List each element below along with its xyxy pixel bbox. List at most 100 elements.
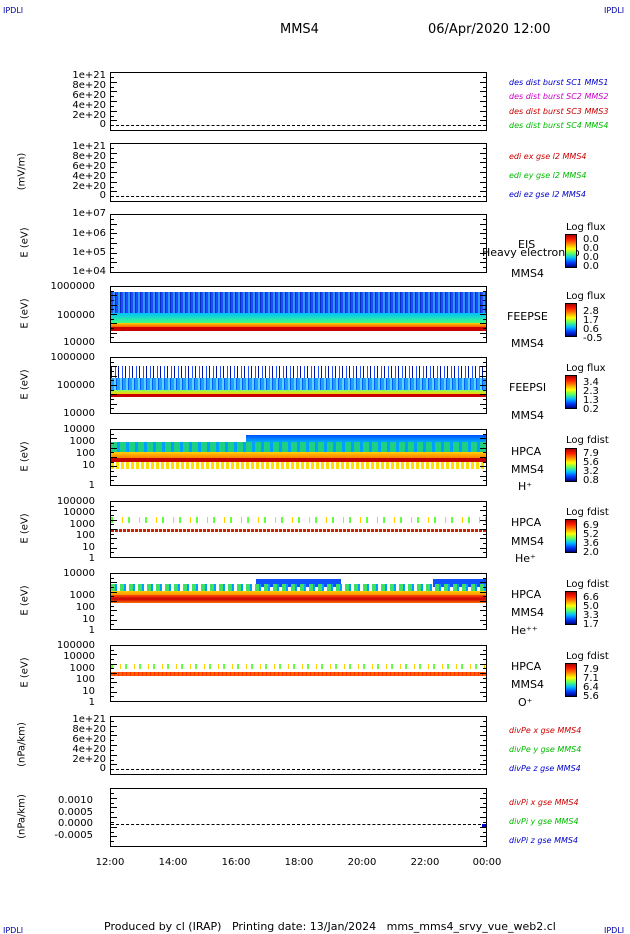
panel-feepsi-frame <box>110 357 487 414</box>
ytick-mark <box>480 745 487 746</box>
ytick-mark <box>483 177 487 178</box>
ytick-mark <box>110 750 114 751</box>
corner-label-top-left: IPDLI <box>3 6 24 15</box>
ytick-mark <box>110 272 117 273</box>
ytick-mark <box>110 323 117 324</box>
ytick-mark <box>483 291 487 292</box>
ytick: 2e+20 <box>72 754 106 765</box>
ytick-mark <box>110 357 117 358</box>
ytick-mark <box>110 82 117 83</box>
cbar-val: 7.1 <box>583 673 599 684</box>
ytick: 1000 <box>69 519 95 530</box>
ytick-mark <box>110 376 117 377</box>
ytick-mark <box>480 807 487 808</box>
ytick-mark <box>483 380 487 381</box>
ytick: 0 <box>99 190 106 201</box>
ytick: 1000 <box>69 590 95 601</box>
ytick-mark <box>483 687 487 688</box>
hpca-hepp-spectrogram-band <box>111 595 486 603</box>
ytick-mark <box>483 229 487 230</box>
ytick-mark <box>483 362 487 363</box>
panel-eis-frame <box>110 214 487 273</box>
ytick-mark <box>110 596 114 597</box>
hpca-hepp-spectrogram-blob1 <box>256 579 341 587</box>
ytick-mark <box>483 371 487 372</box>
ytick-mark <box>483 125 487 126</box>
ytick-mark <box>483 77 487 78</box>
feepse-spectrogram-mid <box>111 313 486 323</box>
ytick: 6e+20 <box>72 90 106 101</box>
divpi-plot <box>482 824 486 828</box>
hpca-he-spectrogram-band <box>111 529 486 532</box>
ytick: 4e+20 <box>72 100 106 111</box>
ytick-mark <box>110 755 117 756</box>
ytick: 1000000 <box>50 352 95 363</box>
ytick-mark <box>110 606 114 607</box>
ytick-mark <box>480 716 487 717</box>
ytick: 100 <box>75 674 95 685</box>
ytick-mark <box>110 143 117 144</box>
ytick-mark <box>483 515 487 516</box>
ytick-mark <box>483 96 487 97</box>
ytick-mark <box>110 116 114 117</box>
ytick-mark <box>110 214 117 215</box>
ytick-mark <box>110 735 117 736</box>
ytick-mark <box>110 788 117 789</box>
ytick-mark <box>110 678 114 679</box>
ytick-mark <box>480 520 487 521</box>
ytick-mark <box>110 610 117 611</box>
ytick-mark <box>480 130 487 131</box>
ytick-mark <box>110 573 117 574</box>
ylabel-hpca-he: E (eV) <box>19 513 31 544</box>
ytick-mark <box>110 191 117 192</box>
panel-divpi-frame <box>110 788 487 847</box>
cbar-val: 6.6 <box>583 592 599 603</box>
ytick-mark <box>110 520 117 521</box>
ytick-mark <box>110 177 114 178</box>
ytick: 100000 <box>56 380 95 391</box>
ytick-mark <box>480 798 487 799</box>
colorbar-title: Log fdist <box>566 651 609 662</box>
colorbar <box>565 303 577 337</box>
ytick-mark <box>480 357 487 358</box>
ytick-mark <box>480 224 487 225</box>
ytick-mark <box>110 812 114 813</box>
hpca-h-spectrogram-mid <box>111 452 486 458</box>
ytick-mark <box>483 106 487 107</box>
ytick-mark <box>480 735 487 736</box>
ytick-mark <box>480 243 487 244</box>
instrument-feepsi-sc: MMS4 <box>511 409 544 422</box>
ytick-mark <box>110 404 117 405</box>
ylabel-hpca-o: E (eV) <box>19 657 31 688</box>
ytick-mark <box>110 620 117 621</box>
species-hepp: He⁺⁺ <box>511 624 538 637</box>
ytick-mark <box>110 201 117 202</box>
ylabel-hpca-hepp: E (eV) <box>19 585 31 616</box>
cbar-val: 3.3 <box>583 610 599 621</box>
feepsi-spectrogram-low <box>111 390 486 394</box>
ytick: 1e+05 <box>72 247 106 258</box>
ytick-mark <box>483 606 487 607</box>
corner-label-bottom-right: IPDLI <box>604 926 625 934</box>
ytick-mark <box>110 362 114 363</box>
ytick-mark <box>110 333 117 334</box>
colorbar-title: Log flux <box>566 363 606 374</box>
ylabel-eis: E (eV) <box>19 227 31 258</box>
ytick-mark <box>483 832 487 833</box>
legend-divpi-z: divPi z gse MMS4 <box>509 836 579 845</box>
ytick-mark <box>110 769 114 770</box>
ytick: 8e+20 <box>72 151 106 162</box>
ytick-mark <box>110 380 114 381</box>
ytick-mark <box>480 376 487 377</box>
ytick-mark <box>110 836 117 837</box>
ytick-mark <box>110 248 114 249</box>
ytick: 100 <box>75 530 95 541</box>
ytick-mark <box>480 620 487 621</box>
ytick: 1 <box>88 480 95 491</box>
ytick-mark <box>480 457 487 458</box>
ytick: 6e+20 <box>72 161 106 172</box>
ytick-mark <box>480 342 487 343</box>
ytick-mark <box>480 182 487 183</box>
ytick-mark <box>110 822 114 823</box>
ytick-mark <box>110 615 114 616</box>
